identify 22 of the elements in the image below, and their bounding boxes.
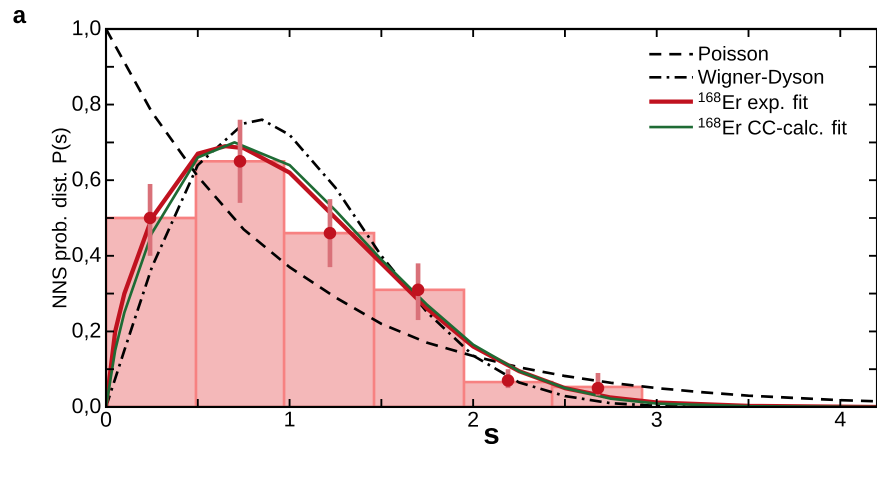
x-tick-label: 1 [285,412,294,426]
y-tick-label: 0,6 [72,171,100,190]
legend-label: Wigner-Dyson [698,69,824,88]
x-tick-label: 2 [468,412,478,427]
legend-label: $^{168}$Er exp. fit [698,92,808,114]
y-tick-label: 0,8 [72,96,100,114]
point [144,212,156,224]
y-tick-label: 0,0 [72,398,100,416]
point [234,155,246,168]
chart-title: a [13,10,26,24]
y-tick-label: 0,2 [72,322,100,340]
y-tick-label: 0,4 [72,246,101,265]
point [324,226,336,240]
y-tick-label: 1,0 [73,20,100,38]
x-tick-label: 4 [834,412,846,426]
x-axis-title: s [484,428,498,444]
x-tick-label: 0 [100,412,112,427]
x-tick-label: 3 [652,412,662,427]
legend-label: $^{168}$Er CC-calc. fit [698,118,847,135]
point [412,284,424,296]
y-axis-title: NNS prob. dist. P(s) [52,128,70,308]
legend-label: Poisson [699,46,768,61]
